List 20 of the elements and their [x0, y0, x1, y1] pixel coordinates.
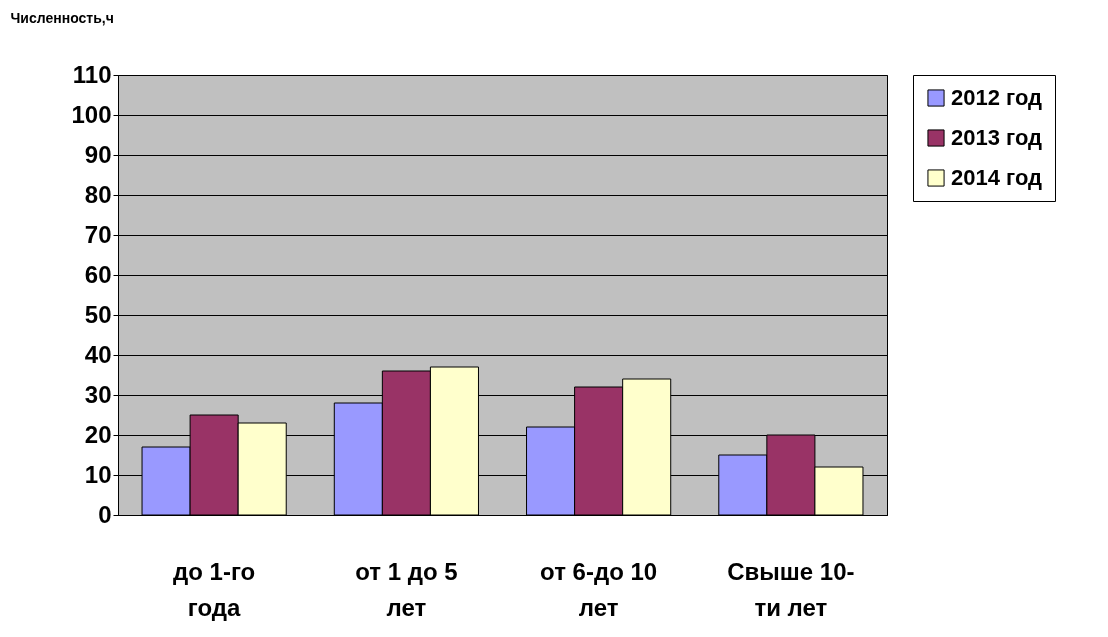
y-tick-label: 90 — [84, 140, 112, 168]
legend-label: 2014 год — [951, 165, 1043, 190]
y-tick-label: 50 — [84, 300, 112, 328]
y-tick-label: 30 — [84, 380, 112, 408]
y-axis-title: Численность,ч — [10, 9, 114, 26]
y-tick-label: 40 — [84, 340, 112, 368]
y-tick-label: 100 — [71, 100, 112, 128]
x-tick-label: от 6-до 10 лет — [540, 557, 658, 621]
y-tick-label: 60 — [84, 260, 112, 288]
legend-label: 2013 год — [951, 125, 1043, 150]
y-tick-label: 80 — [84, 180, 112, 208]
y-tick-label: 20 — [84, 420, 112, 448]
x-tick-label: от 1 до 5 лет — [355, 557, 458, 621]
x-tick-label: Свыше 10- ти лет — [727, 557, 855, 621]
y-tick-label: 70 — [84, 220, 112, 248]
legend-label: 2012 год — [951, 85, 1043, 110]
y-tick-label: 0 — [98, 500, 112, 528]
y-tick-label: 10 — [84, 460, 112, 488]
x-tick-label: до 1-го года — [173, 557, 256, 621]
y-tick-label: 110 — [72, 60, 112, 88]
